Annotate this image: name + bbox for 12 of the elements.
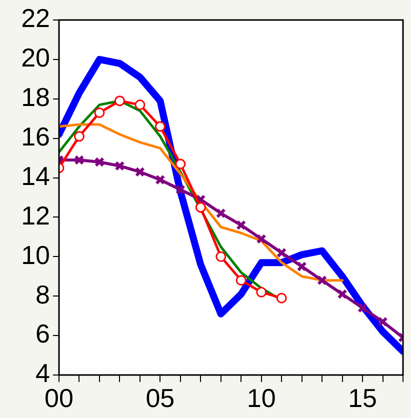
y-tick-label: 16 (21, 122, 50, 152)
x-tick-label: 10 (246, 382, 276, 413)
y-tick-label: 14 (21, 160, 50, 191)
y-tick-label: 18 (21, 82, 50, 112)
x-tick-label: 05 (146, 382, 175, 413)
y-tick-label: 12 (21, 200, 50, 230)
y-tick-label: 6 (36, 318, 50, 349)
y-tick-label: 20 (21, 42, 50, 73)
y-tick-label: 8 (36, 279, 50, 310)
x-tick-label: 15 (348, 382, 377, 413)
y-tick-label: 22 (21, 3, 50, 34)
y-tick-label: 10 (21, 240, 50, 270)
